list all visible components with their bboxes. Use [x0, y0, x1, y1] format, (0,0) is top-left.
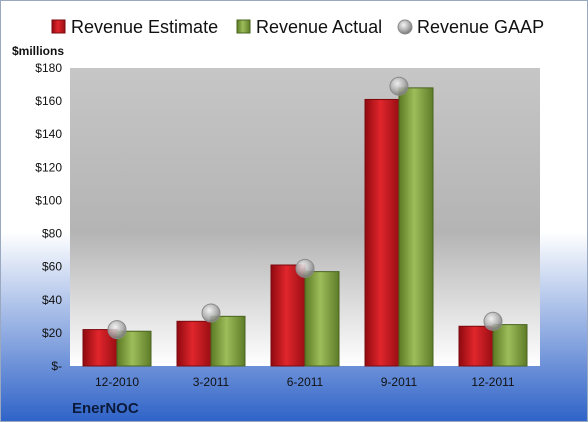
y-tick-label: $100: [35, 193, 62, 207]
marker-revenue-gaap: [107, 320, 127, 340]
legend-swatch-revenue-gaap: [397, 19, 413, 35]
marker-revenue-gaap: [483, 311, 503, 331]
y-tick-label: $160: [35, 94, 62, 108]
bar-revenue-actual: [398, 87, 434, 367]
y-axis-unit-label: $millions: [12, 44, 64, 58]
y-tick-label: $-: [51, 359, 62, 373]
y-tick-label: $140: [35, 127, 62, 141]
marker-revenue-gaap: [389, 76, 409, 96]
bar-revenue-estimate: [364, 98, 400, 367]
bar-revenue-actual: [492, 324, 528, 367]
y-tick-label: $80: [42, 227, 62, 241]
y-tick-label: $60: [42, 260, 62, 274]
y-tick-label: $180: [35, 61, 62, 75]
company-label: EnerNOC: [72, 400, 139, 417]
bar-revenue-actual: [304, 271, 340, 367]
marker-revenue-gaap: [201, 303, 221, 323]
marker-revenue-gaap: [295, 258, 315, 278]
x-tick-label: 12-2010: [95, 375, 139, 389]
x-tick-label: 12-2011: [471, 375, 514, 389]
x-tick-label: 3-2011: [193, 375, 230, 389]
bar-revenue-actual: [210, 315, 246, 367]
x-tick-label: 6-2011: [287, 375, 324, 389]
y-tick-label: $20: [42, 326, 62, 340]
bar-revenue-estimate: [176, 320, 212, 367]
bar-revenue-estimate: [458, 325, 494, 367]
legend-label: Revenue GAAP: [417, 17, 544, 37]
y-tick-label: $40: [42, 293, 62, 307]
x-tick-label: 9-2011: [381, 375, 418, 389]
legend-label: Revenue Estimate: [71, 17, 218, 37]
legend-swatch-revenue-estimate: [51, 19, 66, 34]
y-tick-label: $120: [35, 160, 62, 174]
legend-label: Revenue Actual: [256, 17, 382, 37]
bar-revenue-estimate: [270, 264, 306, 367]
legend-swatch-revenue-actual: [236, 19, 251, 34]
